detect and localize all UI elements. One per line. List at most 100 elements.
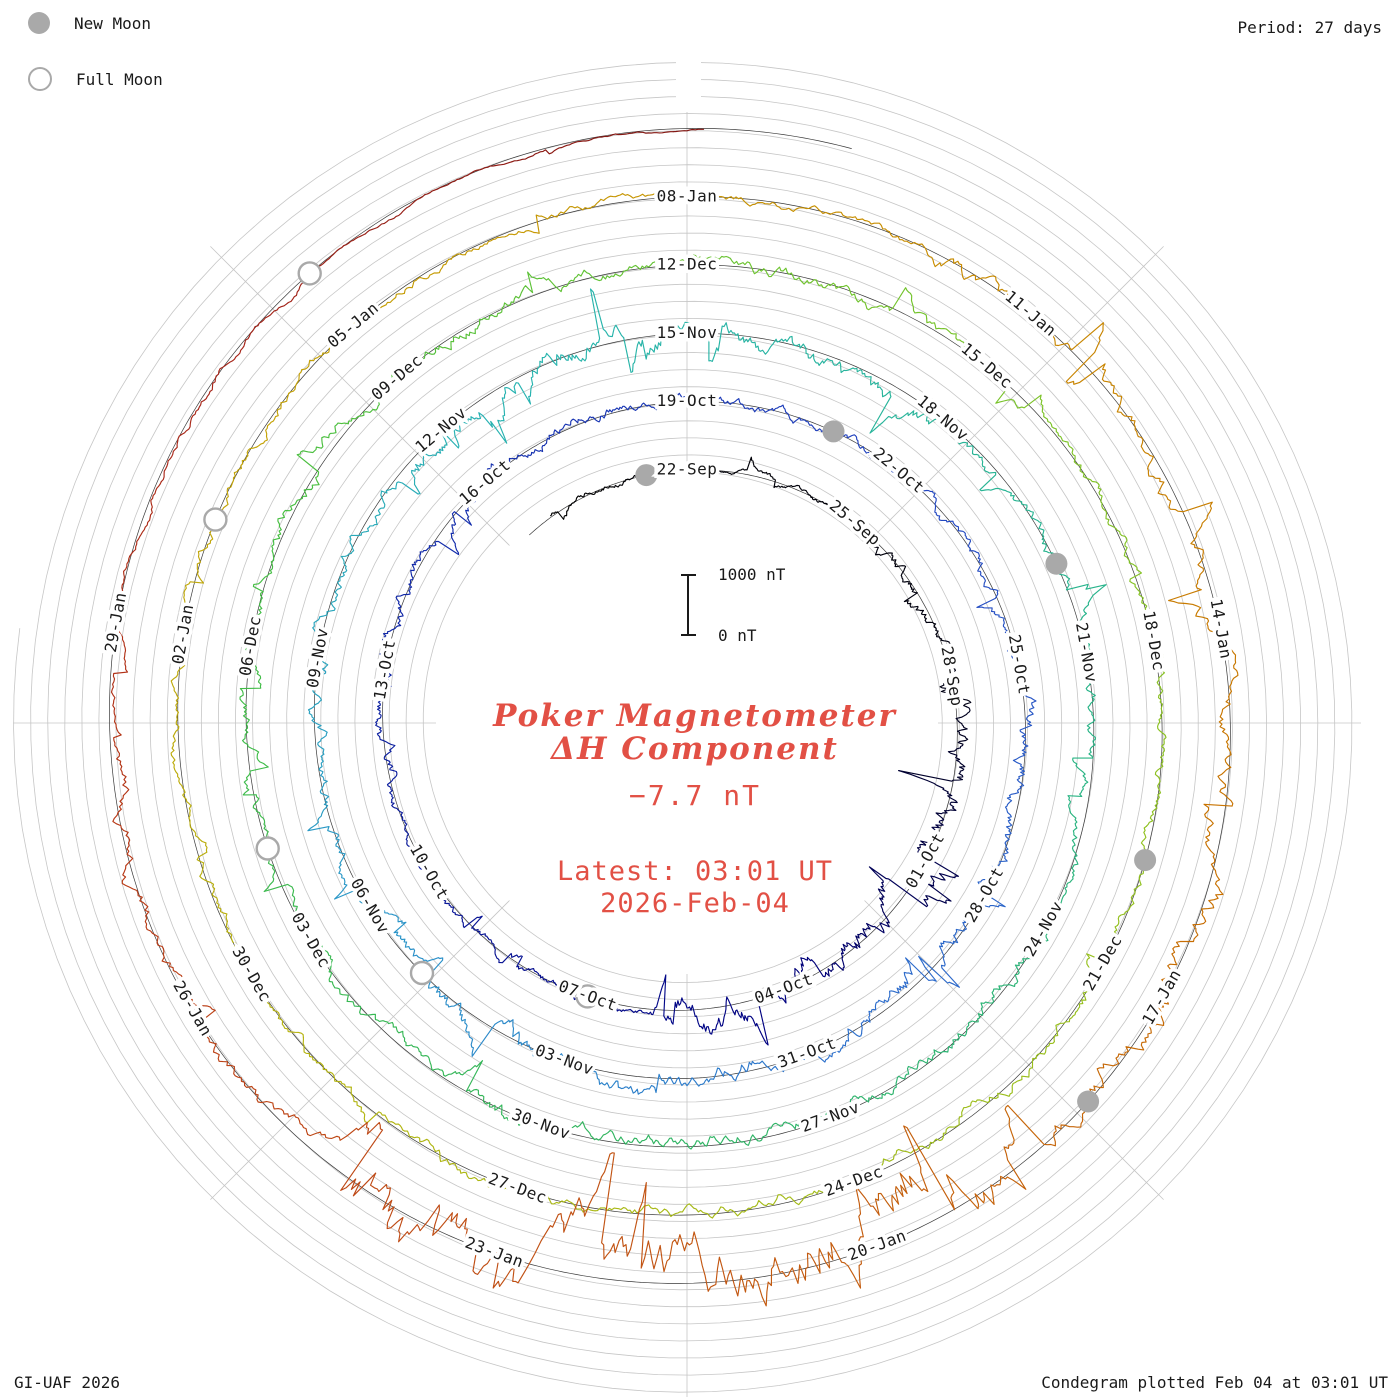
trace-segment [464,230,535,256]
trace-segment [995,614,1014,659]
trace-segment [389,345,440,386]
trace-segment [931,490,960,532]
trace-segment [786,335,838,366]
plotted-at-label: Condegram plotted Feb 04 at 03:01 UT [1041,1373,1388,1392]
trace-segment [411,446,446,495]
trace-segment [512,434,552,460]
full-moon-marker [409,960,435,986]
trace-segment [613,258,677,278]
full-moon-marker [575,984,600,1009]
trace-segment [326,565,348,616]
date-label: 27-Nov [798,1097,862,1136]
trace-segment [890,955,950,994]
date-label: 15-Dec [957,339,1016,393]
trace-segment [678,392,725,406]
trace-segment [430,877,456,914]
scale-bar-stem [687,574,689,636]
trace-segment [594,1204,665,1214]
grid-spiral [13,61,1353,1393]
trace-segment [113,715,130,797]
trace-segment [1010,492,1045,540]
trace-segment [924,1100,977,1149]
trace-segment [391,802,410,845]
trace-segment [161,948,216,1011]
trace-segment [898,770,958,821]
trace-segment [740,261,803,283]
trace-segment [816,1028,863,1063]
radial-gridline [210,246,510,546]
trace-segment [1203,766,1234,841]
trace-segment [386,760,398,804]
trace-segment [291,892,323,947]
trace-segment [926,318,977,363]
trace-segment [784,484,819,503]
full-moon-marker [297,261,322,286]
date-label: 20-Jan [845,1226,909,1265]
trace-segment [1065,583,1107,644]
new-moon-marker [1134,849,1157,872]
scale-bar-bottom-cap [681,634,696,636]
trace-segment [661,1231,741,1297]
trace-segment [874,1125,956,1216]
plot-title-line2: ΔH Component [551,731,839,767]
trace-segment [623,325,679,373]
trace-segment [1168,544,1209,620]
date-label: 25-Sep [826,496,885,550]
trace-segment [1067,755,1094,810]
trace-segment [723,398,770,413]
date-label: 29-Jan [101,591,130,654]
trace-segment [419,523,460,556]
date-label: 24-Dec [822,1162,886,1201]
trace-segment [490,382,532,444]
trace-segment [244,283,302,344]
trace-segment [337,383,391,425]
date-label: 21-Nov [1072,621,1101,684]
trace-segment [1147,629,1165,697]
trace-segment [533,198,602,234]
trace-segment [160,409,199,483]
trace-segment [469,1019,528,1057]
trace-segment [239,655,262,719]
trace-segment [592,997,634,1013]
trace-segment [677,321,734,362]
trace-segment [1218,690,1232,768]
trace-segment [672,128,705,133]
trace-segment [590,131,674,141]
trace-segment [386,593,408,634]
date-label: 18-Nov [914,391,973,445]
trace-segment [195,1009,246,1087]
trace-segment [937,1013,984,1054]
trace-segment [438,990,471,1038]
trace-segment [346,1000,404,1034]
trace-segment [112,794,134,878]
date-label: 17-Jan [1138,966,1185,1028]
latest-time-line1: Latest: 03:01 UT [556,856,834,887]
trace-segment [307,824,346,874]
date-label: 26-Jan [169,977,216,1039]
trace-segment [221,446,258,511]
trace-segment [487,937,523,968]
trace-segment [916,819,945,851]
trace-segment [321,944,349,1002]
trace-segment [768,404,812,426]
trace-segment [1157,477,1213,546]
trace-segment [494,1104,552,1130]
trace-segment [1008,749,1027,797]
trace-segment [530,352,573,394]
trace-segment [1021,394,1074,450]
trace-segment [376,676,392,720]
baseline-spiral [109,128,1231,1284]
trace-segment [1019,305,1104,351]
legend-new-moon: New Moon [28,8,163,38]
trace-segment [675,254,742,266]
trace-segment [928,414,974,455]
trace-segment [1206,618,1239,692]
trace-segment [256,386,296,448]
trace-segment [715,996,761,1032]
radial-gridline [210,900,510,1200]
legend-full-moon: Full Moon [28,64,163,94]
trace-segment [753,465,786,489]
new-moon-marker [635,464,658,487]
trace-segment [550,416,593,437]
trace-segment [955,706,971,747]
